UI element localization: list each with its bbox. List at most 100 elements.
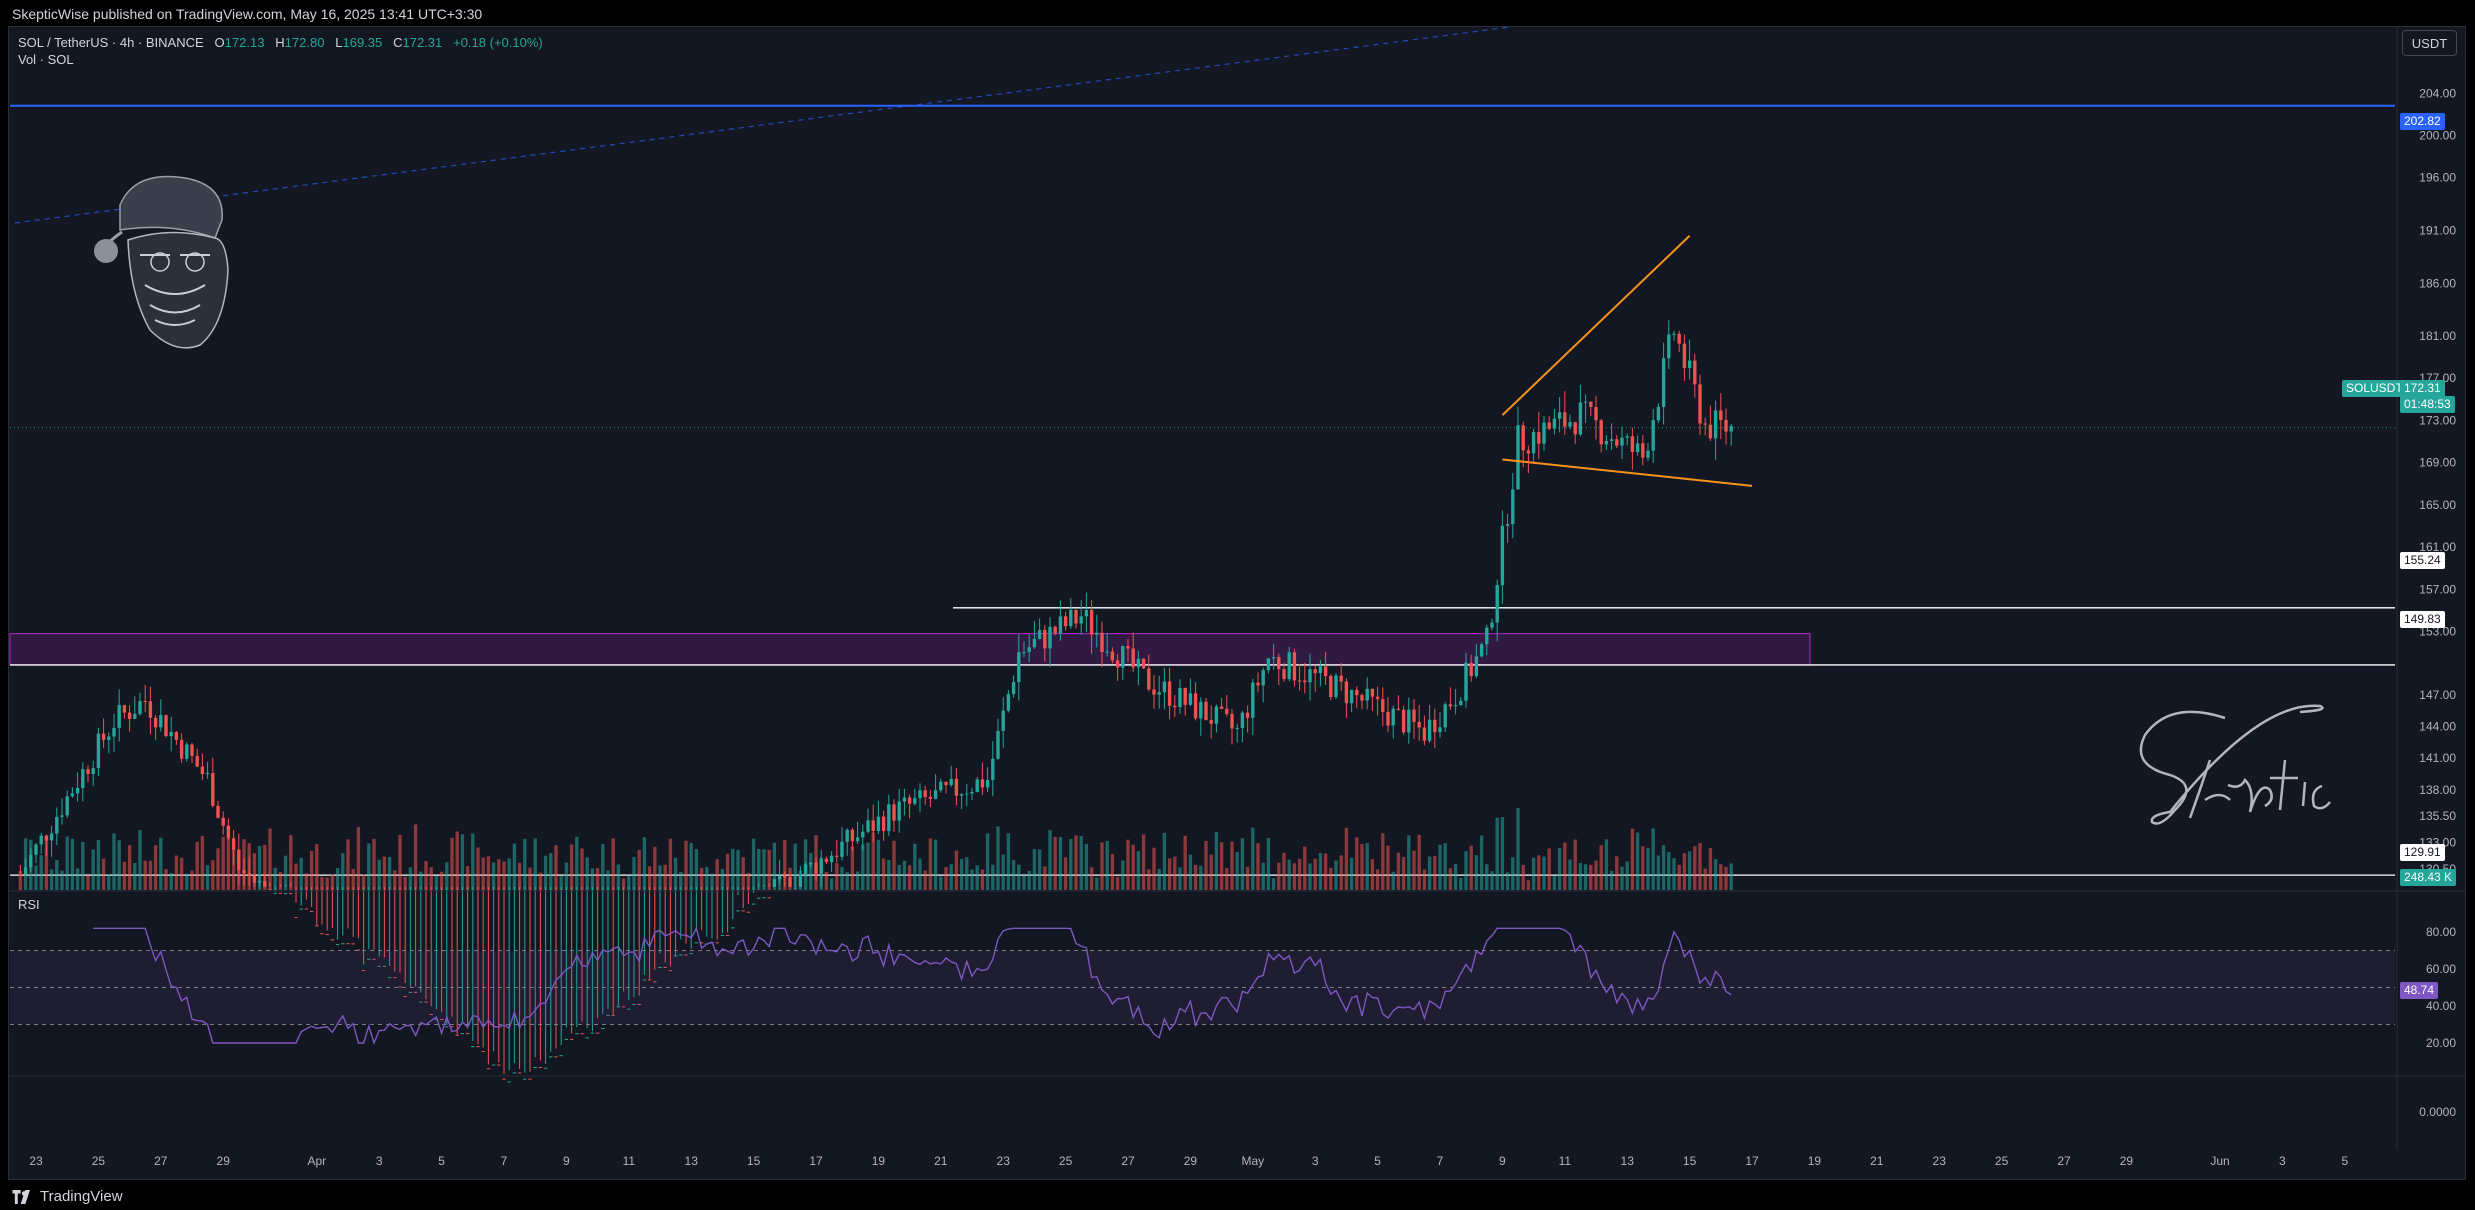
volume-bar xyxy=(231,845,236,890)
candle-body xyxy=(767,897,771,899)
volume-bar xyxy=(1043,866,1047,890)
volume-bar xyxy=(278,872,283,890)
candle-body xyxy=(523,1078,527,1080)
volume-bar xyxy=(325,877,329,890)
x-tick-11: 15 xyxy=(747,1154,761,1168)
volume-bar xyxy=(190,870,194,890)
candle-body xyxy=(372,958,376,960)
candle-body xyxy=(1583,401,1588,403)
volume-bar xyxy=(367,843,371,890)
volume-bar xyxy=(1448,868,1453,890)
price-tick-17: 138.00 xyxy=(2419,783,2456,797)
volume-bar xyxy=(809,853,813,890)
volume-bar xyxy=(777,877,782,890)
volume-bar xyxy=(361,874,366,890)
candle-body xyxy=(1121,646,1125,668)
candle-body xyxy=(1048,626,1052,649)
volume-bar xyxy=(18,870,23,890)
candle-body xyxy=(944,781,948,786)
candle-body xyxy=(1084,609,1089,617)
x-tick-27: 17 xyxy=(1745,1154,1759,1168)
volume-bar xyxy=(689,842,693,890)
volume-bar xyxy=(736,849,740,890)
volume-bar xyxy=(320,876,324,890)
countdown-tag: 01:48:53 xyxy=(2400,396,2455,413)
volume-bar xyxy=(928,838,933,890)
candle-body xyxy=(1017,652,1021,683)
candle-body xyxy=(1183,687,1187,705)
volume-bar xyxy=(1131,844,1135,890)
candle-body xyxy=(783,875,787,878)
volume-bar xyxy=(382,856,387,890)
candle-body xyxy=(892,804,896,821)
volume-bar xyxy=(1313,858,1317,890)
x-tick-29: 21 xyxy=(1870,1154,1884,1168)
volume-bar xyxy=(694,849,699,890)
volume-bar xyxy=(1121,860,1125,890)
volume-bar xyxy=(299,857,303,890)
x-tick-9: 11 xyxy=(623,1154,636,1168)
volume-bar xyxy=(731,848,735,890)
x-tick-10: 13 xyxy=(685,1154,699,1168)
candle-body xyxy=(1459,700,1463,706)
candle-body xyxy=(96,733,101,769)
volume-bar xyxy=(1053,836,1057,890)
high-label: H xyxy=(275,35,285,50)
candle-body xyxy=(1620,437,1624,446)
candle-body xyxy=(1188,693,1193,705)
volume-bar xyxy=(309,850,314,890)
candle-body xyxy=(221,817,225,826)
tradingview-logo[interactable]: TradingView xyxy=(12,1188,123,1205)
candle-body xyxy=(975,779,979,792)
candle-body xyxy=(829,855,834,863)
volume-bar xyxy=(746,873,751,890)
volume-bar xyxy=(783,839,787,890)
volume-bar xyxy=(387,856,392,890)
candle-body xyxy=(720,934,725,936)
currency-button[interactable]: USDT xyxy=(2402,30,2457,56)
ohlc-row: SOL / TetherUS · 4h · BINANCE O172.13 H1… xyxy=(18,34,543,51)
candle-body xyxy=(1474,656,1479,677)
volume-bar xyxy=(138,830,142,890)
volume-legend[interactable]: Vol · SOL xyxy=(18,52,74,67)
candle-body xyxy=(29,854,33,868)
x-tick-12: 17 xyxy=(809,1154,823,1168)
candle-body xyxy=(283,893,288,895)
candle-body xyxy=(699,942,704,944)
volume-bar xyxy=(861,844,865,890)
volume-bar xyxy=(1464,850,1468,890)
candle-body xyxy=(1724,420,1728,432)
candle-body xyxy=(1427,719,1432,741)
volume-bar xyxy=(991,864,995,890)
x-tick-23: 9 xyxy=(1499,1154,1506,1168)
volume-bar xyxy=(1578,862,1583,890)
volume-bar xyxy=(1167,858,1172,890)
candle-body xyxy=(840,841,844,857)
volume-bar xyxy=(486,856,491,890)
volume-bar xyxy=(1001,854,1005,890)
candle-body xyxy=(835,855,839,857)
x-tick-5: 3 xyxy=(376,1154,383,1168)
volume-bar xyxy=(1583,864,1588,890)
volume-bar xyxy=(1162,832,1167,890)
candle-body xyxy=(1193,693,1198,719)
publish-info: SkepticWise published on TradingView.com… xyxy=(12,6,483,22)
candle-body xyxy=(1516,425,1520,490)
candle-body xyxy=(923,790,927,797)
symbol-title[interactable]: SOL / TetherUS · 4h · BINANCE xyxy=(18,35,204,50)
candle-body xyxy=(1110,651,1115,661)
volume-bar xyxy=(107,874,111,890)
volume-bar xyxy=(528,867,532,890)
candle-body xyxy=(1027,647,1031,653)
candle-body xyxy=(1490,622,1494,628)
volume-bar xyxy=(1048,830,1052,890)
volume-bar xyxy=(944,866,948,890)
volume-bar xyxy=(1698,843,1702,890)
candle-body xyxy=(980,779,985,788)
volume-bar xyxy=(835,863,839,890)
rsi-legend[interactable]: RSI xyxy=(18,897,40,912)
candle-body xyxy=(341,943,345,945)
volume-bar xyxy=(1173,856,1177,890)
candle-body xyxy=(1594,406,1598,421)
